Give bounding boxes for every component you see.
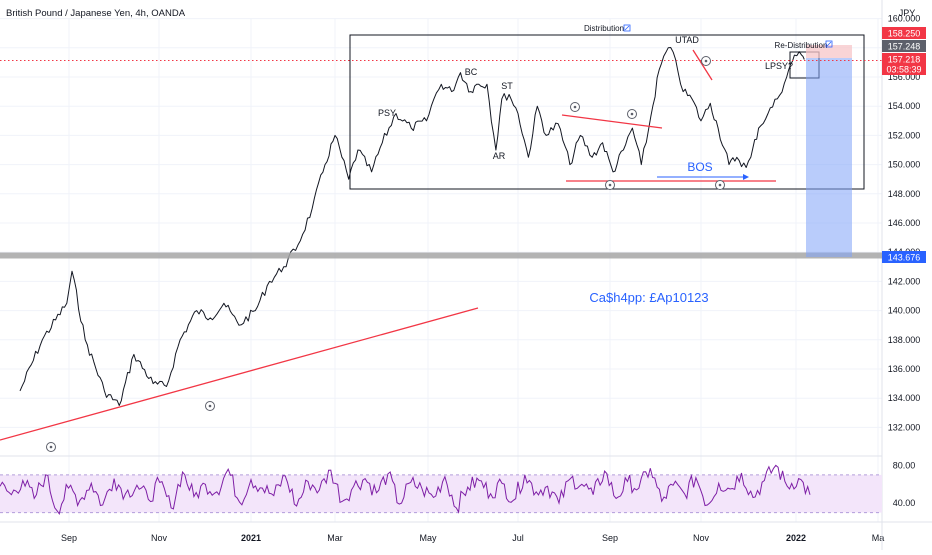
y-tick-label: 160.000 (888, 14, 921, 24)
move-handle-icon[interactable] (46, 442, 56, 452)
label-ar: AR (493, 151, 506, 161)
price-tag-target: 143.676 (882, 251, 926, 263)
y-tick-label: 138.000 (888, 335, 921, 345)
price-tag-entry: 157.248 (882, 40, 926, 52)
y-tick-label: 140.000 (888, 306, 921, 316)
bar-countdown: 03:58:39 (886, 65, 921, 75)
label-utad: UTAD (675, 35, 699, 45)
x-tick-label: Ma (872, 533, 885, 543)
move-handle-icon[interactable] (205, 401, 215, 411)
rsi-tick-label: 40.00 (893, 498, 916, 508)
label-st: ST (501, 81, 513, 91)
label-psy: PSY (378, 108, 396, 118)
rsi-band (0, 474, 882, 513)
price-tag-stop: 158.250 (882, 27, 926, 39)
y-tick-label: 154.000 (888, 101, 921, 111)
rsi-line (0, 464, 811, 515)
rsi-tick-label: 80.00 (893, 460, 916, 470)
y-tick-label: 146.000 (888, 218, 921, 228)
y-tick-label: 134.000 (888, 393, 921, 403)
move-handle-icon[interactable] (605, 180, 615, 190)
bos-arrow-head (743, 174, 749, 180)
move-handle-icon[interactable] (570, 102, 580, 112)
rising-trendline[interactable] (0, 307, 479, 441)
support-band (0, 252, 882, 259)
y-tick-label: 148.000 (888, 189, 921, 199)
move-handle-icon[interactable] (715, 180, 725, 190)
label-bos: BOS (687, 160, 712, 174)
svg-text:157.218: 157.218 (888, 55, 921, 65)
move-handle-icon[interactable] (627, 109, 637, 119)
label-re-distribution: Re-Distribution (775, 41, 828, 50)
stop-zone (806, 45, 852, 58)
x-tick-label: Nov (693, 533, 710, 543)
label-bc: BC (465, 67, 478, 77)
price-tag-last: 157.218 03:58:39 (882, 53, 926, 75)
x-tick-label: May (419, 533, 437, 543)
label-distribution: Distribution (584, 24, 624, 33)
x-tick-label: 2022 (786, 533, 806, 543)
link-icon[interactable] (825, 40, 833, 48)
svg-text:143.676: 143.676 (888, 253, 921, 263)
y-tick-label: 132.000 (888, 422, 921, 432)
target-zone (806, 58, 852, 257)
x-tick-label: Sep (61, 533, 77, 543)
utad-trendline[interactable] (692, 49, 713, 81)
x-tick-label: Sep (602, 533, 618, 543)
y-tick-label: 136.000 (888, 364, 921, 374)
label-lpsy: LPSY? (765, 61, 793, 71)
y-tick-label: 156.000 (888, 72, 921, 82)
link-icon[interactable] (623, 24, 631, 32)
x-tick-label: Mar (327, 533, 343, 543)
x-tick-label: Jul (512, 533, 524, 543)
y-tick-label: 152.000 (888, 130, 921, 140)
svg-text:157.248: 157.248 (888, 42, 921, 52)
instrument-title: British Pound / Japanese Yen, 4h, OANDA (6, 8, 186, 19)
x-tick-label: 2021 (241, 533, 261, 543)
price-series-line (19, 47, 805, 406)
currency-label: JPY (899, 8, 916, 18)
y-tick-label: 142.000 (888, 276, 921, 286)
move-handle-icon[interactable] (701, 56, 711, 66)
x-tick-label: Nov (151, 533, 168, 543)
upper-channel-line[interactable] (561, 114, 663, 129)
watermark-text: Ca$h4pp: £Ap10123 (589, 290, 708, 305)
svg-text:158.250: 158.250 (888, 29, 921, 39)
y-tick-label: 150.000 (888, 160, 921, 170)
